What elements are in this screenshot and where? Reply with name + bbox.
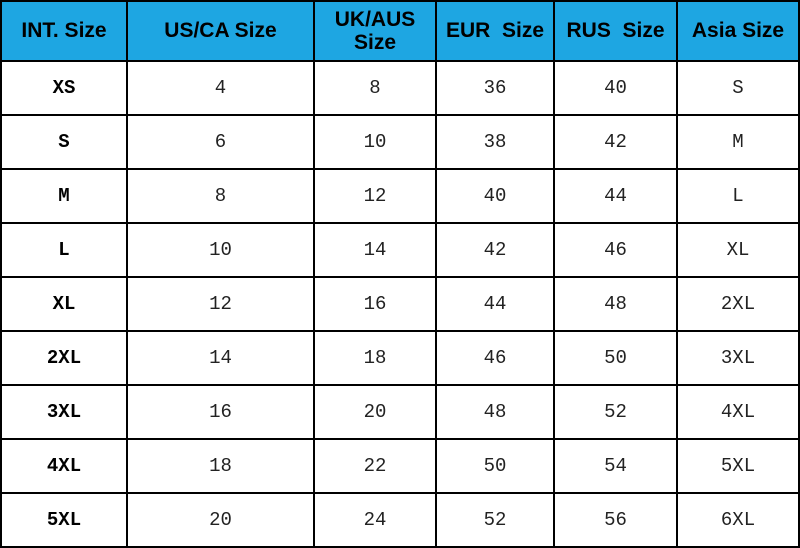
- table-cell: 38: [437, 116, 555, 170]
- table-cell: 46: [555, 224, 678, 278]
- table-cell: 18: [128, 440, 315, 494]
- table-cell: 16: [128, 386, 315, 440]
- table-cell: S: [678, 62, 800, 116]
- table-cell: XL: [0, 278, 128, 332]
- table-cell: S: [0, 116, 128, 170]
- table-cell: 50: [437, 440, 555, 494]
- table-cell: 5XL: [0, 494, 128, 548]
- table-cell: 6: [128, 116, 315, 170]
- table-cell: 56: [555, 494, 678, 548]
- table-cell: 16: [315, 278, 437, 332]
- table-cell: M: [678, 116, 800, 170]
- table-cell: 44: [437, 278, 555, 332]
- header-cell: US/CA Size: [128, 0, 315, 62]
- table-cell: 10: [315, 116, 437, 170]
- table-cell: 3XL: [678, 332, 800, 386]
- header-cell: Asia Size: [678, 0, 800, 62]
- table-cell: L: [0, 224, 128, 278]
- table-cell: 48: [437, 386, 555, 440]
- table-cell: 8: [315, 62, 437, 116]
- table-cell: 52: [555, 386, 678, 440]
- table-cell: 12: [315, 170, 437, 224]
- table-cell: 14: [315, 224, 437, 278]
- table-cell: 3XL: [0, 386, 128, 440]
- table-cell: 4XL: [0, 440, 128, 494]
- table-cell: 4XL: [678, 386, 800, 440]
- header-cell: RUS Size: [555, 0, 678, 62]
- header-cell: EUR Size: [437, 0, 555, 62]
- table-cell: 42: [437, 224, 555, 278]
- table-cell: 42: [555, 116, 678, 170]
- table-cell: 2XL: [678, 278, 800, 332]
- table-cell: 12: [128, 278, 315, 332]
- table-cell: 20: [128, 494, 315, 548]
- table-cell: 8: [128, 170, 315, 224]
- table-cell: 36: [437, 62, 555, 116]
- table-cell: 6XL: [678, 494, 800, 548]
- table-cell: 14: [128, 332, 315, 386]
- table-cell: 18: [315, 332, 437, 386]
- table-cell: XS: [0, 62, 128, 116]
- table-cell: 40: [437, 170, 555, 224]
- table-cell: XL: [678, 224, 800, 278]
- table-cell: 40: [555, 62, 678, 116]
- header-cell: UK/AUS Size: [315, 0, 437, 62]
- table-cell: 54: [555, 440, 678, 494]
- table-cell: 4: [128, 62, 315, 116]
- table-cell: 2XL: [0, 332, 128, 386]
- table-cell: 44: [555, 170, 678, 224]
- table-cell: 50: [555, 332, 678, 386]
- table-cell: M: [0, 170, 128, 224]
- table-cell: 46: [437, 332, 555, 386]
- table-cell: L: [678, 170, 800, 224]
- table-cell: 10: [128, 224, 315, 278]
- table-cell: 5XL: [678, 440, 800, 494]
- table-cell: 24: [315, 494, 437, 548]
- table-cell: 52: [437, 494, 555, 548]
- table-cell: 20: [315, 386, 437, 440]
- table-cell: 22: [315, 440, 437, 494]
- table-cell: 48: [555, 278, 678, 332]
- header-cell: INT. Size: [0, 0, 128, 62]
